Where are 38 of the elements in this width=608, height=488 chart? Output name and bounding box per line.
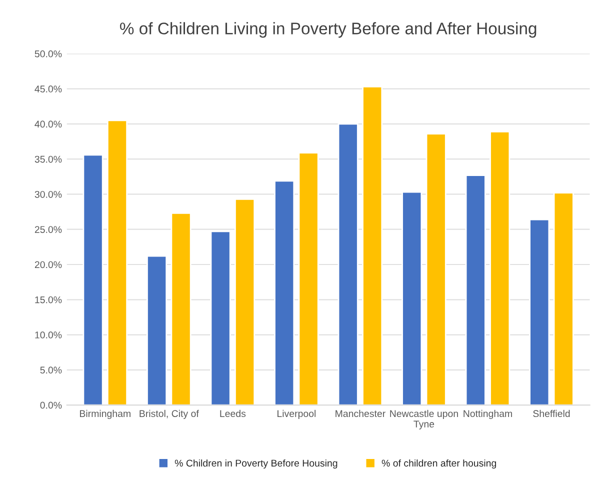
y-tick-label: 35.0% [34,156,62,163]
bar [146,255,168,406]
bar [338,123,358,406]
bar [274,180,295,406]
bar [553,192,574,406]
legend-label: % of children after housing [382,459,496,469]
y-tick-label: 5.0% [40,366,62,374]
bar [298,152,319,406]
bar [170,212,192,406]
bar [210,230,231,406]
y-tick-label: 15.0% [35,296,62,304]
x-tick-label: Leeds [220,410,246,418]
y-tick-label: 40.0% [34,120,62,128]
y-tick-label: 45.0% [34,86,62,92]
bar [529,218,550,406]
bar [465,174,486,406]
legend-label: % Children in Poverty Before Housing [174,459,338,469]
y-tick-label: 0.0% [40,402,62,409]
y-tick-label: 25.0% [34,226,62,233]
bar [106,120,128,406]
bar [426,133,446,406]
x-tick-label: Nottingham [464,410,512,419]
y-tick-label: 20.0% [34,261,62,268]
bar [362,86,383,406]
bar [490,130,510,406]
chart-title: % of Children Living in Poverty Before and After Housing [120,22,536,38]
bar [402,191,422,406]
bar [82,154,104,406]
x-tick-label: Manchester [336,410,386,418]
y-tick-label: 10.0% [35,332,62,338]
x-tick-label: Birmingham [80,410,130,419]
x-tick-label: Bristol, City of [140,410,199,419]
y-tick-label: 50.0% [34,50,62,58]
bar [234,198,256,406]
x-tick-label: Liverpool [278,410,316,419]
y-tick-label: 30.0% [34,190,62,198]
x-tick-label: Sheffield [533,410,570,418]
x-tick-label: Newcastle upon Tyne [390,410,458,430]
